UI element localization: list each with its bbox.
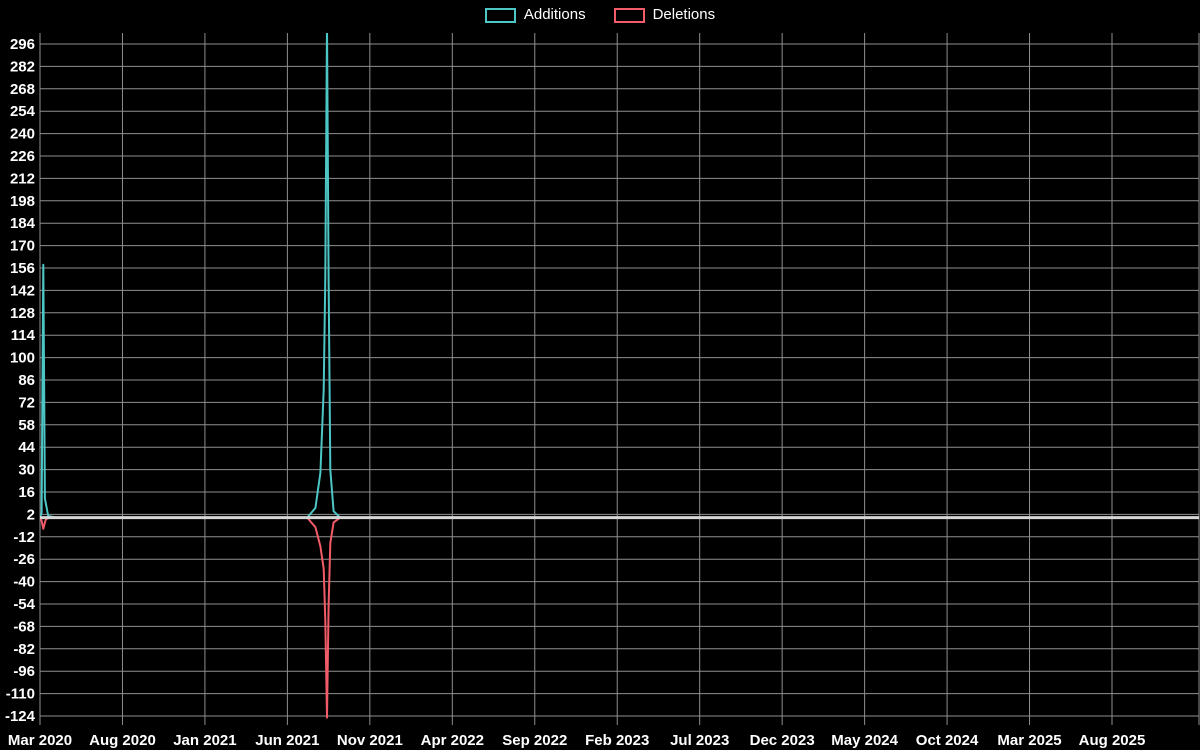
x-tick-label: Jul 2023	[670, 732, 729, 749]
y-tick-label: 30	[18, 462, 35, 479]
y-tick-label: 142	[10, 282, 35, 299]
x-tick-label: May 2024	[831, 732, 898, 749]
chart-legend: Additions Deletions	[0, 7, 1200, 23]
y-tick-label: -54	[13, 596, 35, 613]
y-tick-label: 44	[18, 439, 35, 456]
y-tick-label: -40	[13, 574, 35, 591]
legend-item-deletions[interactable]: Deletions	[613, 6, 716, 23]
y-tick-label: -124	[5, 708, 36, 725]
x-tick-label: Aug 2025	[1079, 732, 1146, 749]
additions-series-swatch	[484, 7, 516, 23]
y-tick-label: 170	[10, 238, 35, 255]
x-tick-label: Jun 2021	[255, 732, 319, 749]
y-tick-label: 282	[10, 58, 35, 75]
y-tick-label: 16	[18, 484, 35, 501]
y-tick-label: 212	[10, 170, 35, 187]
y-tick-label: 226	[10, 148, 35, 165]
y-tick-label: 268	[10, 81, 35, 98]
y-tick-label: -96	[13, 663, 35, 680]
x-tick-label: Jan 2021	[173, 732, 236, 749]
x-tick-label: Nov 2021	[337, 732, 403, 749]
y-tick-label: 198	[10, 193, 35, 210]
legend-item-additions[interactable]: Additions	[484, 6, 586, 23]
deletions-series-swatch	[613, 7, 645, 23]
x-tick-label: Aug 2020	[89, 732, 156, 749]
x-tick-label: Oct 2024	[916, 732, 979, 749]
y-tick-label: 58	[18, 417, 35, 434]
y-tick-label: 86	[18, 372, 35, 389]
y-tick-label: 72	[18, 394, 35, 411]
series-line-additions	[40, 33, 1199, 519]
y-tick-label: 100	[10, 350, 35, 367]
y-tick-label: 114	[11, 327, 36, 344]
y-tick-label: 240	[10, 126, 35, 143]
y-tick-label: 128	[10, 305, 35, 322]
y-tick-label: -110	[6, 686, 35, 703]
x-tick-label: Dec 2023	[750, 732, 815, 749]
series-line-deletions	[40, 516, 1199, 719]
y-tick-label: -68	[13, 618, 35, 635]
x-tick-label: Mar 2020	[8, 732, 72, 749]
y-tick-label: 156	[10, 260, 35, 277]
x-tick-label: Apr 2022	[421, 732, 484, 749]
y-tick-label: 296	[10, 36, 35, 53]
x-tick-label: Mar 2025	[997, 732, 1061, 749]
additions-legend-label: Additions	[523, 6, 586, 23]
y-tick-label: 184	[10, 215, 36, 232]
y-tick-label: -82	[13, 641, 35, 658]
y-tick-label: -12	[13, 529, 35, 546]
deletions-legend-label: Deletions	[652, 6, 716, 23]
y-tick-label: -26	[13, 551, 35, 568]
x-tick-label: Feb 2023	[585, 732, 649, 749]
x-tick-label: Sep 2022	[502, 732, 567, 749]
y-tick-label: 2	[27, 506, 35, 523]
y-tick-label: 254	[10, 103, 36, 120]
